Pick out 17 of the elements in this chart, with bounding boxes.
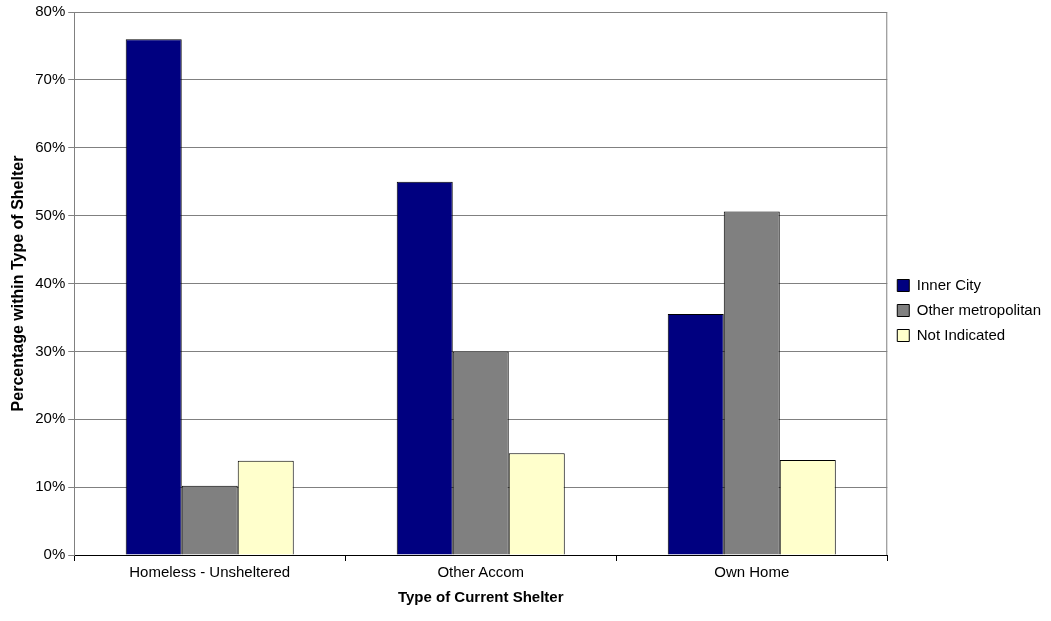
y-axis-title: Percentage within Type of Shelter — [9, 155, 27, 412]
y-tick-label: 60% — [35, 137, 66, 155]
y-tick-label: 80% — [35, 2, 66, 20]
x-tick-label: Other Accom — [437, 563, 525, 581]
x-tick-label: Homeless - Unsheltered — [129, 563, 291, 581]
y-tick-label: 0% — [43, 545, 66, 563]
y-tick-label: 70% — [35, 70, 66, 88]
x-axis-title: Type of Current Shelter — [397, 588, 564, 606]
y-tick-label: 50% — [35, 205, 66, 223]
y-tick-label: 20% — [35, 409, 66, 427]
y-tick-label: 30% — [35, 341, 66, 359]
y-tick-label: 10% — [35, 477, 66, 495]
legend-label: Not Indicated — [916, 325, 1006, 343]
legend-label: Other metropolitan — [916, 300, 1042, 318]
y-tick-label: 40% — [35, 273, 66, 291]
legend-label: Inner City — [916, 275, 982, 293]
x-tick-label: Own Home — [714, 563, 790, 581]
